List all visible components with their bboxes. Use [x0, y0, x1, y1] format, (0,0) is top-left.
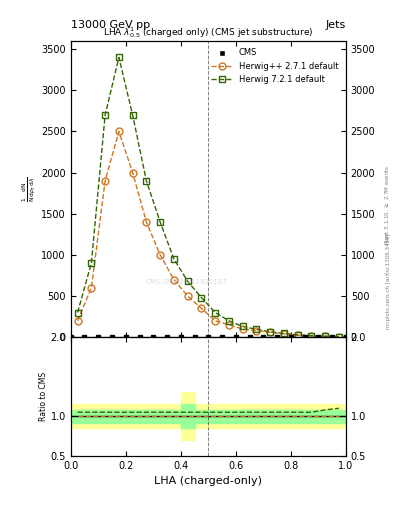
X-axis label: LHA (charged-only): LHA (charged-only) — [154, 476, 262, 486]
Legend: CMS, Herwig++ 2.7.1 default, Herwig 7.2.1 default: CMS, Herwig++ 2.7.1 default, Herwig 7.2.… — [208, 45, 342, 87]
Text: mcplots.cern.ch [arXiv:1306.3436]: mcplots.cern.ch [arXiv:1306.3436] — [386, 234, 391, 329]
Text: 13000 GeV pp: 13000 GeV pp — [71, 20, 150, 30]
Text: CMS-SMP-21-11920187: CMS-SMP-21-11920187 — [145, 279, 227, 285]
Title: LHA $\lambda^{1}_{0.5}$ (charged only) (CMS jet substructure): LHA $\lambda^{1}_{0.5}$ (charged only) (… — [103, 25, 314, 40]
Text: Jets: Jets — [325, 20, 346, 30]
Text: Rivet 3.1.10, $\geq$ 2.7M events: Rivet 3.1.10, $\geq$ 2.7M events — [384, 164, 391, 245]
Y-axis label: Ratio to CMS: Ratio to CMS — [39, 372, 48, 421]
Y-axis label: $\frac{1}{\mathrm{N}} \frac{\mathrm{d}\mathrm{N}}{\mathrm{d}p_T\,\mathrm{d}\lamb: $\frac{1}{\mathrm{N}} \frac{\mathrm{d}\m… — [21, 176, 39, 202]
